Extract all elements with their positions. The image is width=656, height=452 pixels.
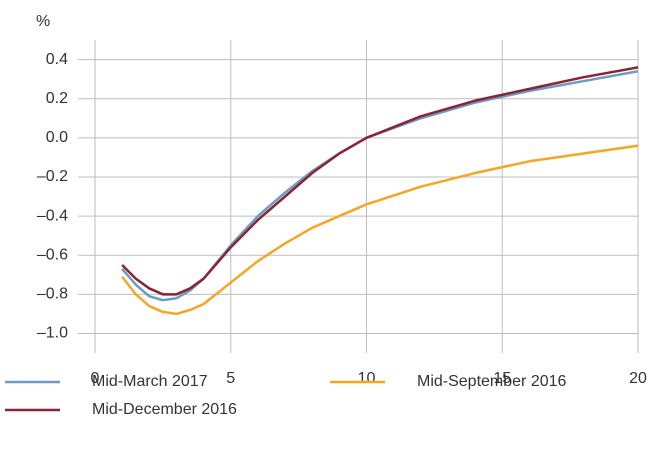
y-tick-label: –1.0	[37, 325, 68, 342]
series-line	[121, 70, 639, 302]
y-tick-label: 0.0	[46, 129, 68, 146]
y-tick-label: –0.6	[37, 246, 68, 263]
legend-label: Mid-September 2016	[417, 373, 567, 390]
x-tick-label: 0	[91, 370, 100, 387]
legend-label: Mid-December 2016	[92, 401, 237, 418]
y-tick-label: –0.2	[37, 168, 68, 185]
y-tick-label: –0.4	[37, 207, 68, 224]
x-tick-label: 10	[358, 370, 376, 387]
x-tick-label: 5	[226, 370, 235, 387]
series-line	[121, 144, 639, 316]
y-unit: %	[36, 13, 50, 30]
y-tick-label: –0.8	[37, 286, 68, 303]
legend-label: Mid-March 2017	[92, 373, 208, 390]
y-tick-label: 0.2	[46, 90, 68, 107]
series-line	[121, 66, 639, 296]
y-tick-label: 0.4	[46, 51, 68, 68]
x-tick-label: 15	[493, 370, 511, 387]
x-tick-label: 20	[629, 370, 647, 387]
